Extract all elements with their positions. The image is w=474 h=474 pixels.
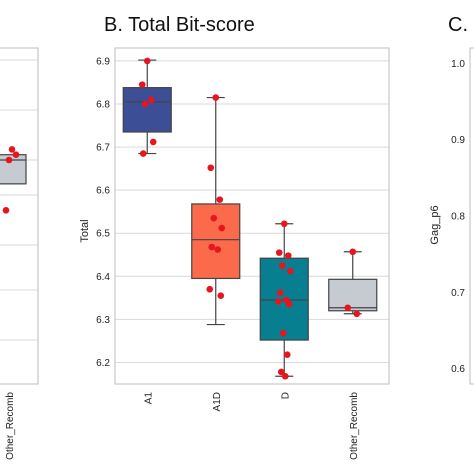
panel-b-ytick: 6.8 <box>96 100 110 111</box>
data-point <box>276 289 284 296</box>
panel-b-xtick: Other_Recomb <box>349 392 360 460</box>
panel-c-title: C. ( <box>448 14 474 36</box>
panel-b-ytick: 6.2 <box>96 358 110 369</box>
data-point <box>217 292 225 299</box>
panel-b-ylabel: Total <box>79 219 91 242</box>
data-point <box>12 151 20 158</box>
data-point <box>283 351 291 359</box>
data-point <box>218 224 226 232</box>
panel-b-ytick: 6.3 <box>96 315 110 326</box>
data-point <box>207 164 215 172</box>
panel-c-ytick: 0.6 <box>451 364 465 375</box>
panel-c-frame <box>469 47 474 385</box>
data-point <box>344 304 352 312</box>
data-point <box>285 301 293 308</box>
panel-c-ylabel: Gag_p6 <box>429 205 441 244</box>
data-point <box>149 138 157 146</box>
data-point <box>206 285 214 293</box>
panel-b-ytick: 6.9 <box>96 56 110 67</box>
panel-c-yticks: 0.6 0.7 0.8 0.9 1.0 <box>451 59 465 375</box>
data-point <box>5 156 13 164</box>
panel-b-xtick: A1D <box>212 392 223 411</box>
panel-b-yticks: 6.2 6.3 6.4 6.5 6.6 6.7 6.8 6.9 <box>96 56 110 369</box>
data-point <box>212 94 220 101</box>
data-point <box>286 267 294 275</box>
panel-b-ytick: 6.5 <box>96 229 110 240</box>
panel-b-frame <box>114 47 390 385</box>
data-point <box>141 100 149 108</box>
panel-b-ytick: 6.4 <box>96 272 110 283</box>
data-point <box>8 146 16 153</box>
data-point <box>2 207 10 214</box>
panel-b-xtick: D <box>280 392 291 399</box>
panel-b-title: B. Total Bit-score <box>104 14 255 36</box>
panel-c-ytick: 0.7 <box>451 288 465 299</box>
data-point <box>281 372 289 380</box>
box-other-recomb <box>0 154 27 185</box>
data-point <box>284 252 292 259</box>
panel-a-frame <box>0 47 39 385</box>
panel-a-partial: Other_Recomb <box>0 47 39 460</box>
data-point <box>143 57 151 65</box>
panel-c-partial: C. ( Gag_p6 0.6 0.7 0.8 0.9 1.0 <box>429 14 474 385</box>
box-a1 <box>122 87 172 133</box>
panel-b-ytick: 6.6 <box>96 186 110 197</box>
data-point <box>139 150 147 157</box>
data-point <box>349 248 357 256</box>
panel-b-marks <box>122 57 378 380</box>
data-point <box>214 246 222 253</box>
box-a1d <box>191 203 241 280</box>
panel-c-ytick: 0.9 <box>451 135 465 146</box>
data-point <box>138 81 146 88</box>
box-other-recomb <box>328 278 378 312</box>
data-point <box>210 214 218 222</box>
panel-c-ytick: 0.8 <box>451 212 465 223</box>
panel-b-ytick: 6.7 <box>96 143 110 154</box>
panel-a-xtick-other-recomb: Other_Recomb <box>5 392 16 460</box>
panel-c-ytick: 1.0 <box>451 59 465 70</box>
data-point <box>147 96 155 103</box>
data-point <box>277 368 285 376</box>
panel-b-xtick: A1 <box>143 392 154 405</box>
data-point <box>279 329 287 337</box>
data-point <box>278 262 286 269</box>
data-point <box>280 220 288 228</box>
data-point <box>274 297 282 305</box>
panel-b: B. Total Bit-score Total 6.2 6.3 6.4 6.5 6.6… <box>79 14 390 460</box>
data-point <box>353 310 361 318</box>
data-point <box>275 249 283 256</box>
panel-b-xticks: A1 A1D D Other_Recomb <box>143 392 360 460</box>
data-point <box>216 196 224 203</box>
data-point <box>208 243 216 251</box>
